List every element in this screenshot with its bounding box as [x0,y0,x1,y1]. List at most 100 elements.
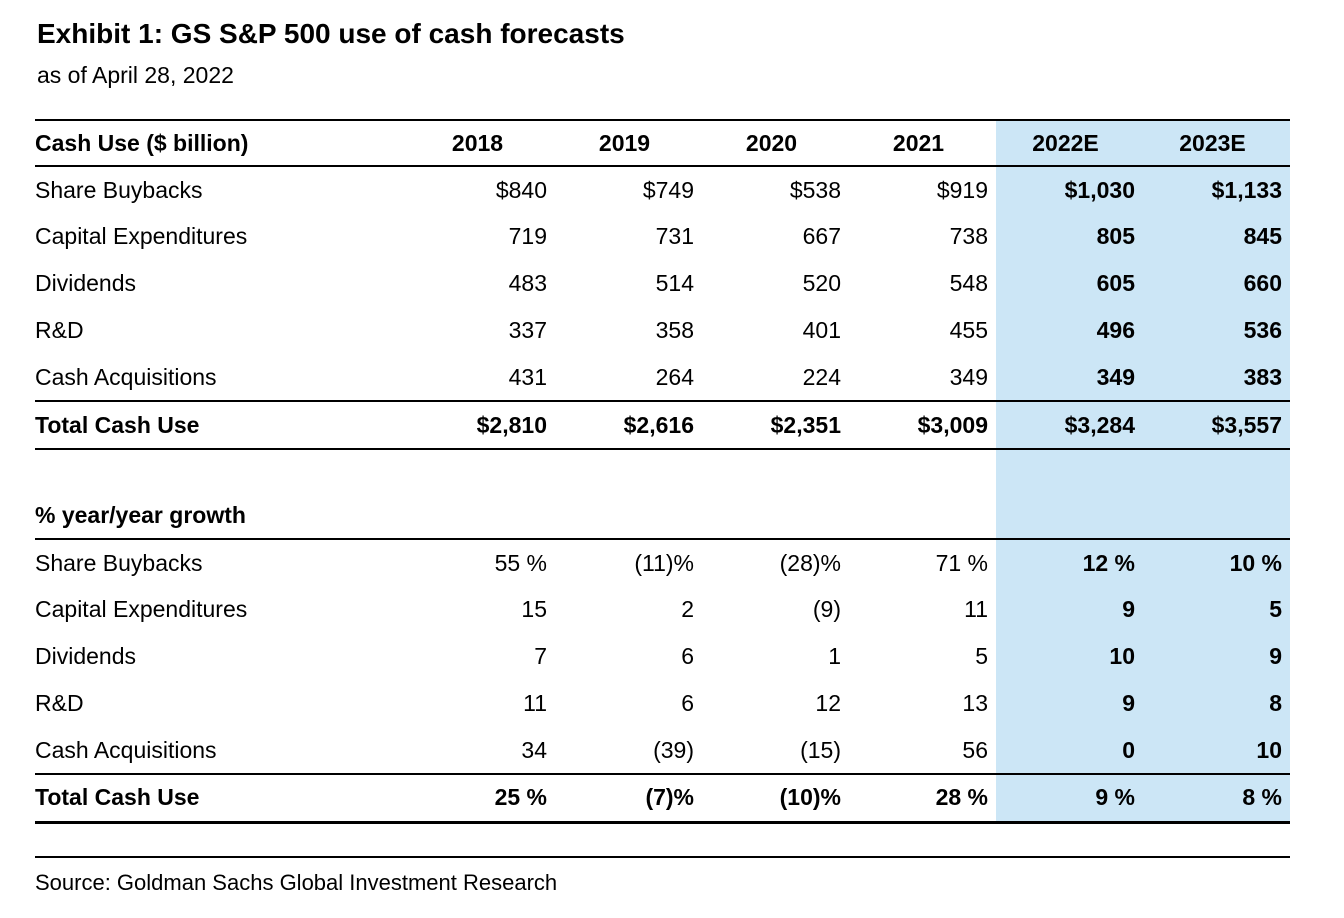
col-header-2021: 2021 [849,119,996,167]
total-cell: 28 % [849,774,996,824]
cell: 455 [949,317,988,343]
cell-forecast: 845 [1143,213,1290,260]
cell: 548 [949,270,988,296]
cell: 349 [849,354,996,402]
cell: $538 [789,176,841,203]
row-label: Share Buybacks [35,549,203,576]
cell: (15) [702,727,849,775]
cell: 6 [681,690,694,716]
total-cell-forecast: $3,557 [1143,401,1290,450]
section-header-row-growth: % year/year growth [35,493,1290,540]
table-row-share-buybacks: Share Buybacks $840 $749 $538 $919 $1,03… [35,166,1290,213]
growth-row-rd: R&D 11 6 12 13 9 8 [35,680,1290,727]
cell-forecast: 9 [1143,633,1290,680]
col-header-2023e: 2023E [1143,119,1290,167]
table-row-cash-acquisitions: Cash Acquisitions 431 264 224 349 349 38… [35,354,1290,402]
cell: 56 [849,727,996,775]
cell: $749 [642,176,694,203]
source-block: Source: Goldman Sachs Global Investment … [35,855,1290,896]
growth-row-capital-expenditures: Capital Expenditures 15 2 (9) 11 9 5 [35,586,1290,633]
row-label: R&D [35,317,84,343]
cell: 719 [508,223,547,249]
cell-forecast: 12 % [996,539,1143,586]
table-header-row: Cash Use ($ billion) 2018 2019 2020 2021… [35,119,1290,167]
cell: 15 [521,596,547,622]
col-header-cash-use: Cash Use ($ billion) [35,119,408,167]
cell: 5 [975,643,988,669]
cell: 1 [828,643,841,669]
col-header-2019: 2019 [555,119,702,167]
total-cell: (7)% [555,774,702,824]
cash-use-table: Cash Use ($ billion) 2018 2019 2020 2021… [35,119,1290,824]
total-row-label: Total Cash Use [35,774,408,824]
cell-forecast: 605 [996,260,1143,307]
total-cell-forecast: 9 % [996,774,1143,824]
total-row-label: Total Cash Use [35,401,408,450]
cell: 13 [962,690,988,716]
cell: 7 [534,643,547,669]
cell: 738 [949,223,988,249]
cell: 337 [508,317,547,343]
cell-forecast: 10 [1143,727,1290,775]
cell-forecast: $1,133 [1143,166,1290,213]
row-label: Dividends [35,270,136,296]
cell: $840 [495,176,547,203]
cell-forecast: 8 [1143,680,1290,727]
growth-row-cash-acquisitions: Cash Acquisitions 34 (39) (15) 56 0 10 [35,727,1290,775]
col-header-2020: 2020 [702,119,849,167]
cell-forecast: 10 [996,633,1143,680]
cell: 358 [655,317,694,343]
total-cell: $2,351 [702,401,849,450]
cell: 731 [655,223,694,249]
cell: 2 [681,596,694,622]
cell: 6 [681,643,694,669]
total-cell: (10)% [702,774,849,824]
cell: 483 [508,270,547,296]
cell: (11)% [634,549,694,576]
row-label: Cash Acquisitions [35,354,408,402]
cell: 34 [408,727,555,775]
cell: $919 [936,176,988,203]
total-cell-forecast: 8 % [1143,774,1290,824]
row-label: Capital Expenditures [35,223,248,249]
cell: (28)% [779,549,841,576]
table-row-capital-expenditures: Capital Expenditures 719 731 667 738 805… [35,213,1290,260]
cell-forecast: 536 [1143,307,1290,354]
source-note: Source: Goldman Sachs Global Investment … [35,869,558,895]
growth-row-share-buybacks: Share Buybacks 55 % (11)% (28)% 71 % 12 … [35,539,1290,586]
total-row-cash-use: Total Cash Use $2,810 $2,616 $2,351 $3,0… [35,401,1290,450]
cell-forecast: 0 [996,727,1143,775]
cell: 12 [815,690,841,716]
row-label: Dividends [35,643,136,669]
cell: 401 [802,317,841,343]
cell: 224 [702,354,849,402]
table-row-dividends: Dividends 483 514 520 548 605 660 [35,260,1290,307]
cell-forecast: 383 [1143,354,1290,402]
cell: 11 [523,690,547,716]
total-cell: $3,009 [849,401,996,450]
row-label: Cash Acquisitions [35,727,408,775]
cell: (39) [555,727,702,775]
row-label: Share Buybacks [35,176,203,203]
cell-forecast: $1,030 [996,166,1143,213]
exhibit-date-note: as of April 28, 2022 [37,62,234,88]
growth-row-dividends: Dividends 7 6 1 5 10 9 [35,633,1290,680]
total-cell: $2,810 [408,401,555,450]
cell: 520 [802,270,841,296]
cell: 514 [655,270,694,296]
cell-forecast: 660 [1143,260,1290,307]
source-divider [35,855,1290,858]
col-header-2018: 2018 [408,119,555,167]
cell: 11 [964,596,988,622]
cell-forecast: 805 [996,213,1143,260]
cell-forecast: 9 [996,586,1143,633]
cell-forecast: 349 [996,354,1143,402]
row-label: Capital Expenditures [35,596,248,622]
cell: 264 [555,354,702,402]
total-cell: $2,616 [555,401,702,450]
cell-forecast: 496 [996,307,1143,354]
cell: (9) [812,596,841,622]
row-label: R&D [35,690,84,716]
cell: 55 % [494,549,547,576]
section-header-growth: % year/year growth [35,493,408,540]
